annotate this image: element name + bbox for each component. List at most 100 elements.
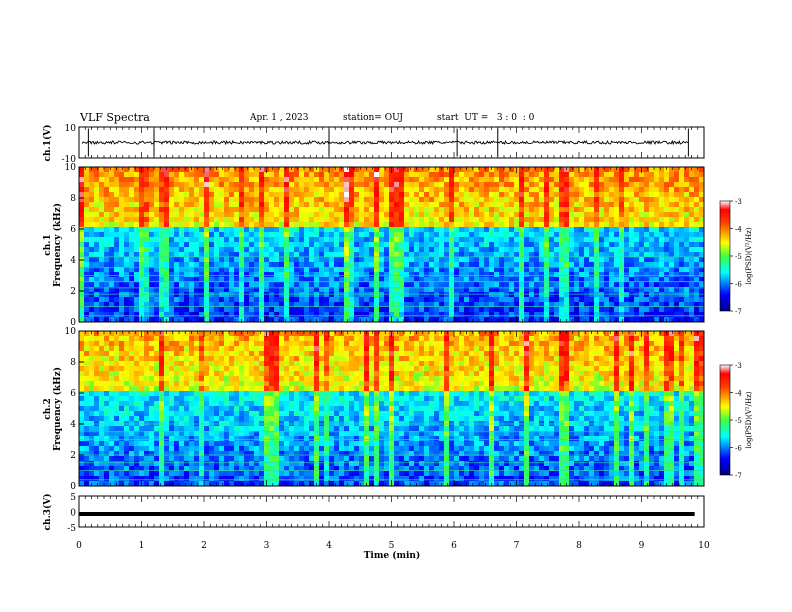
spectrogram-cell <box>649 192 655 198</box>
spectrogram-cell <box>79 227 85 233</box>
spectrogram-cell <box>179 361 185 367</box>
spectrogram-cell <box>559 187 565 193</box>
spectrogram-cell <box>334 317 340 323</box>
spectrogram-cell <box>414 182 420 188</box>
spectrogram-cell <box>99 456 105 462</box>
spectrogram-cell <box>329 197 335 203</box>
spectrogram-cell <box>304 282 310 288</box>
spectrogram-cell <box>114 237 120 243</box>
spectrogram-cell <box>204 416 210 422</box>
spectrogram-cell <box>174 391 180 397</box>
spectrogram-cell <box>259 252 265 258</box>
spectrogram-cell <box>164 371 170 377</box>
spectrogram-cell <box>124 212 130 218</box>
spectrogram-cell <box>144 381 150 387</box>
spectrogram-cell <box>94 177 100 183</box>
spectrogram-cell <box>174 436 180 442</box>
spectrogram-cell <box>94 446 100 452</box>
spectrogram-cell <box>679 272 685 278</box>
spectrogram-cell <box>299 262 305 268</box>
spectrogram-cell <box>174 247 180 253</box>
spectrogram-cell <box>604 167 610 173</box>
spectrogram-cell <box>419 272 425 278</box>
spectrogram-cell <box>554 172 560 178</box>
spectrogram-cell <box>459 242 465 248</box>
spectrogram-cell <box>104 317 110 323</box>
spectrogram-cell <box>319 237 325 243</box>
spectrogram-cell <box>114 307 120 313</box>
spectrogram-cell <box>619 192 625 198</box>
spectrogram-cell <box>374 167 380 173</box>
spectrogram-cell <box>364 292 370 298</box>
spectrogram-cell <box>474 292 480 298</box>
spectrogram-cell <box>639 207 645 213</box>
spectrogram-cell <box>684 222 690 228</box>
spectrogram-cell <box>404 312 410 318</box>
spectrogram-cell <box>579 302 585 308</box>
spectrogram-cell <box>119 197 125 203</box>
spectrogram-cell <box>244 212 250 218</box>
spectrogram-cell <box>319 302 325 308</box>
spectrogram-cell <box>454 217 460 223</box>
spectrogram-cell <box>689 302 695 308</box>
spectrogram-cell <box>189 371 195 377</box>
spectrogram-cell <box>264 307 270 313</box>
spectrogram-cell <box>154 386 160 392</box>
spectrogram-cell <box>304 302 310 308</box>
spectrogram-cell <box>79 346 85 352</box>
spectrogram-cell <box>289 292 295 298</box>
spectrogram-cell <box>439 227 445 233</box>
spectrogram-cell <box>364 282 370 288</box>
spectrogram-cell <box>139 471 145 477</box>
spectrogram-cell <box>94 307 100 313</box>
spectrogram-cell <box>484 312 490 318</box>
y-tick-label: 0 <box>70 318 76 328</box>
spectrogram-cell <box>124 302 130 308</box>
spectrogram-cell <box>564 197 570 203</box>
spectrogram-cell <box>459 267 465 273</box>
spectrogram-cell <box>374 212 380 218</box>
spectrogram-cell <box>239 177 245 183</box>
spectrogram-cell <box>539 197 545 203</box>
spectrogram-cell <box>394 312 400 318</box>
spectrogram-cell <box>369 187 375 193</box>
spectrogram-cell <box>594 262 600 268</box>
spectrogram-cell <box>164 376 170 382</box>
spectrogram-cell <box>394 242 400 248</box>
spectrogram-cell <box>464 247 470 253</box>
spectrogram-cell <box>144 312 150 318</box>
spectrogram-cell <box>159 391 165 397</box>
spectrogram-cell <box>284 197 290 203</box>
spectrogram-cell <box>259 217 265 223</box>
spectrogram-cell <box>79 252 85 258</box>
spectrogram-cell <box>149 346 155 352</box>
spectrogram-cell <box>589 307 595 313</box>
spectrogram-cell <box>174 277 180 283</box>
spectrogram-cell <box>569 187 575 193</box>
spectrogram-cell <box>534 272 540 278</box>
spectrogram-cell <box>429 222 435 228</box>
spectrogram-cell <box>259 287 265 293</box>
spectrogram-cell <box>94 351 100 357</box>
spectrogram-cell <box>309 302 315 308</box>
spectrogram-cell <box>284 312 290 318</box>
spectrogram-cell <box>109 287 115 293</box>
spectrogram-cell <box>124 202 130 208</box>
spectrogram-cell <box>94 272 100 278</box>
spectrogram-cell <box>259 317 265 323</box>
spectrogram-cell <box>489 257 495 263</box>
spectrogram-cell <box>159 267 165 273</box>
spectrogram-cell <box>104 431 110 437</box>
spectrogram-cell <box>109 401 115 407</box>
spectrogram-cell <box>464 222 470 228</box>
spectrogram-cell <box>534 237 540 243</box>
spectrogram-cell <box>149 237 155 243</box>
spectrogram-cell <box>149 471 155 477</box>
spectrogram-cell <box>154 187 160 193</box>
spectrogram-cell <box>174 312 180 318</box>
spectrogram-cell <box>454 182 460 188</box>
spectrogram-cell <box>674 227 680 233</box>
spectrogram-cell <box>489 242 495 248</box>
spectrogram-cell <box>479 252 485 258</box>
spectrogram-cell <box>134 381 140 387</box>
